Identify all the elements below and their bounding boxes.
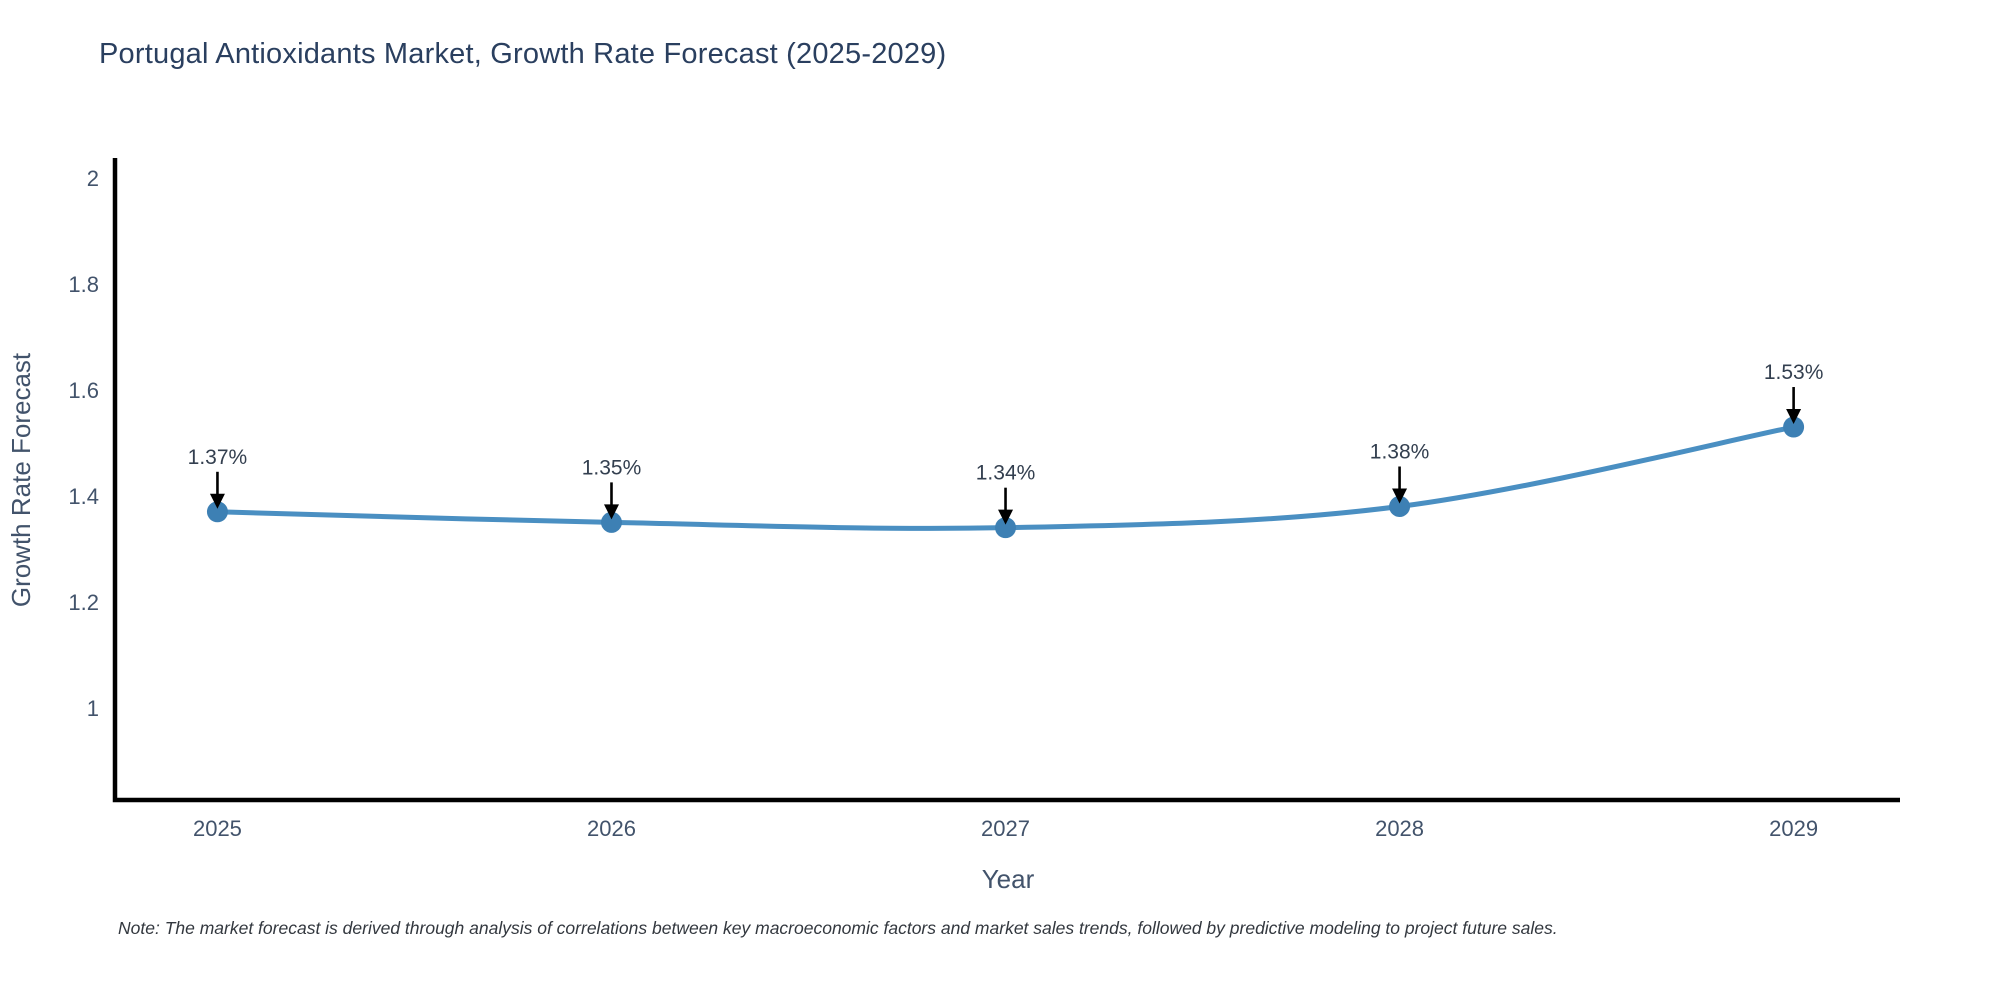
y-tick-label: 1	[87, 696, 99, 721]
annotation-arrow-head	[603, 504, 619, 520]
annotation-arrow-head	[209, 493, 225, 509]
data-point-label: 1.37%	[188, 446, 248, 469]
annotation-arrow-head	[1392, 488, 1408, 504]
data-point-marker	[1783, 416, 1805, 438]
y-tick-label: 1.6	[68, 378, 99, 403]
data-point-marker	[206, 501, 228, 523]
x-tick-label: 2025	[193, 816, 242, 841]
chart-title: Portugal Antioxidants Market, Growth Rat…	[99, 38, 947, 70]
y-tick-label: 1.4	[68, 484, 99, 509]
annotation-arrow-head	[998, 509, 1014, 525]
data-point-label: 1.53%	[1764, 361, 1824, 384]
x-axis-label: Year	[982, 864, 1035, 894]
y-tick-label: 2	[87, 166, 99, 191]
x-tick-label: 2026	[587, 816, 636, 841]
annotation-arrow-head	[1786, 409, 1802, 425]
x-tick-label: 2029	[1769, 816, 1818, 841]
data-point-marker	[600, 511, 622, 533]
data-point-marker	[1389, 495, 1411, 517]
x-tick-label: 2027	[981, 816, 1030, 841]
y-tick-label: 1.8	[68, 272, 99, 297]
y-axis-label: Growth Rate Forecast	[6, 352, 36, 607]
footnote: Note: The market forecast is derived thr…	[118, 918, 1558, 938]
data-point-marker	[995, 517, 1017, 539]
plot-area: 1 1.2 1.4 1.6 1.8 2 2025 2026 2027 2028 2029 1.37% 1…	[68, 158, 1900, 841]
x-tick-label: 2028	[1375, 816, 1424, 841]
axis-spines	[112, 158, 1900, 803]
data-point-label: 1.35%	[582, 456, 642, 479]
data-point-label: 1.34%	[976, 462, 1036, 485]
y-tick-label: 1.2	[68, 590, 99, 615]
data-point-label: 1.38%	[1370, 440, 1430, 463]
